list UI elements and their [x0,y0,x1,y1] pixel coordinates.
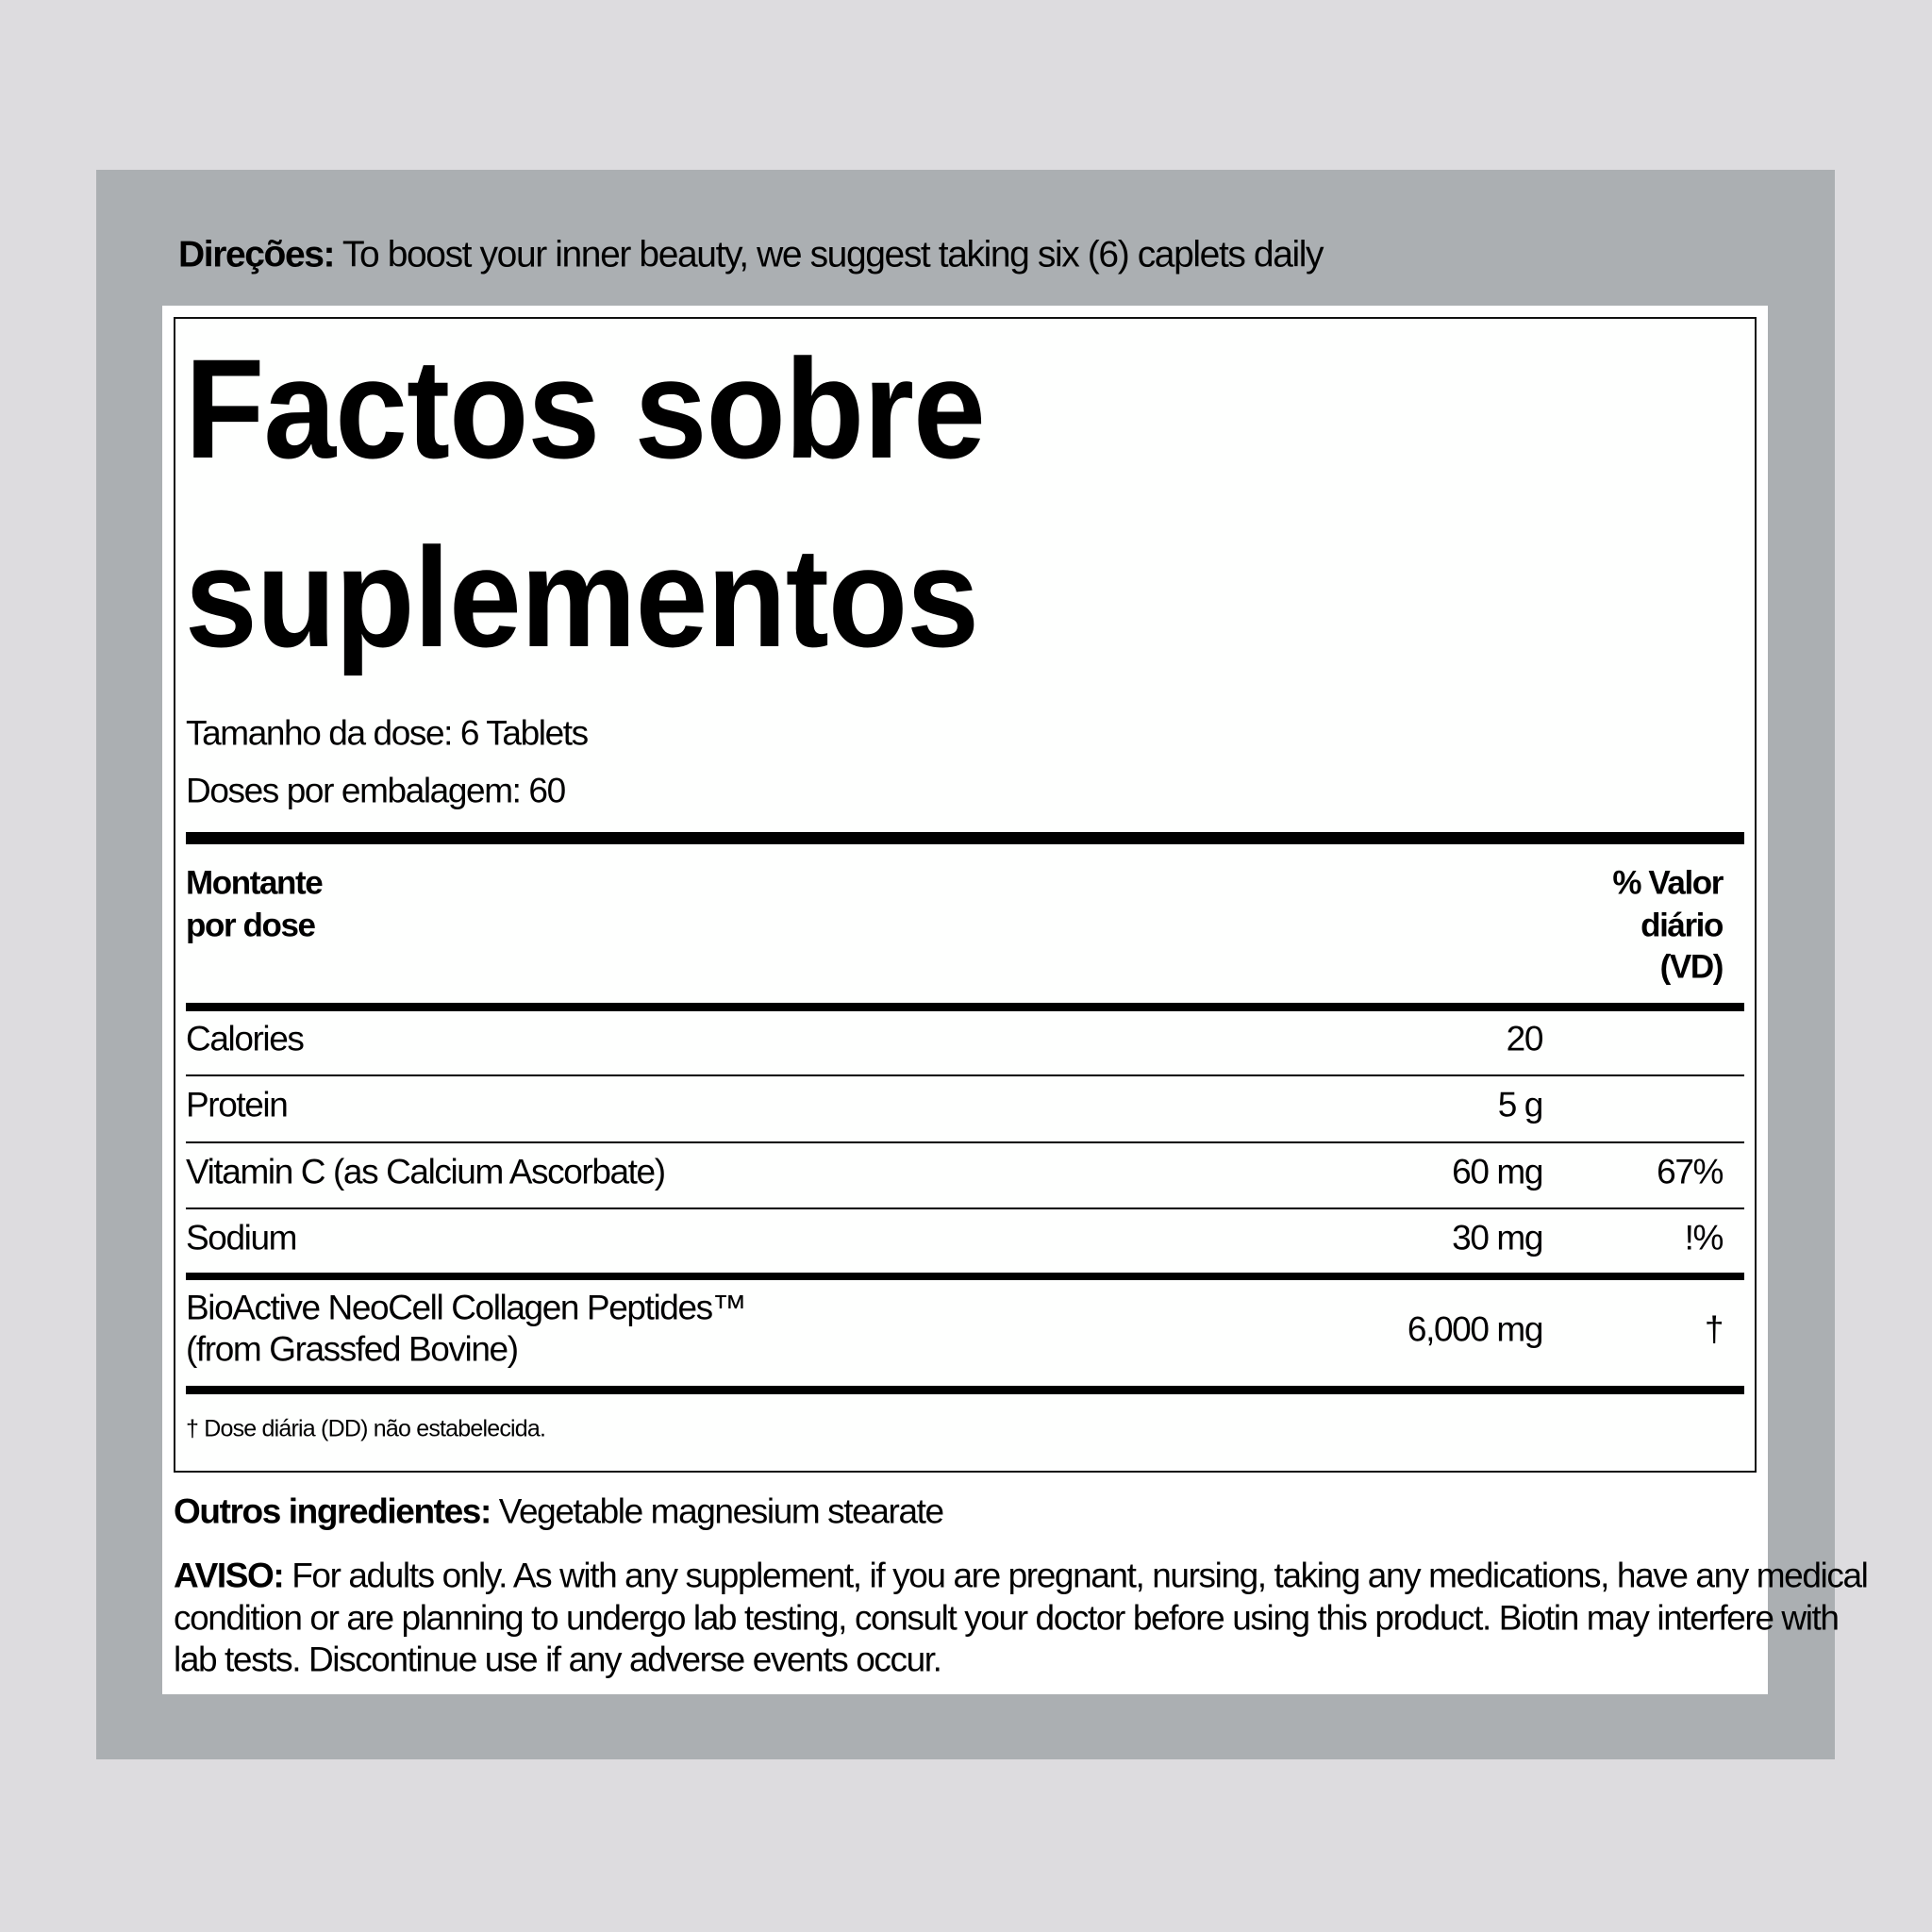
section-divider [186,1273,1744,1280]
warning-line3: lab tests. Discontinue use if any advers… [174,1640,942,1679]
directions-label: Direções: [178,234,336,275]
row-collagen-name-line2: (from Grassfed Bovine) [186,1329,519,1369]
serving-size: Tamanho da dose: 6 Tablets [186,713,589,753]
servings-per-container: Doses por embalagem: 60 [186,771,566,810]
other-ingredients-text: Vegetable magnesium stearate [490,1491,944,1531]
facts-title-line2: suplementos [185,518,979,676]
other-ingredients: Outros ingredientes: Vegetable magnesium… [174,1491,944,1531]
row-calories-amount: 20 [1506,1019,1544,1058]
row-sodium-amount: 30 mg [1452,1218,1543,1257]
row-divider [186,1074,1744,1076]
row-divider [186,1141,1744,1143]
warning-line2: condition or are planning to undergo lab… [174,1598,1840,1638]
row-vitamin-c-name: Vitamin C (as Calcium Ascorbate) [186,1152,666,1191]
header-amount-line2: por dose [186,907,316,944]
row-calories-name: Calories [186,1019,305,1058]
thick-divider [186,1386,1744,1394]
header-dv-line1: % Valor [1612,864,1724,902]
directions: Direções: To boost your inner beauty, we… [178,234,1324,275]
thick-divider [186,832,1744,844]
warning-text: For adults only. As with any supplement,… [283,1556,1869,1595]
other-ingredients-label: Outros ingredientes: [174,1491,491,1531]
row-collagen-name-line1: BioActive NeoCell Collagen Peptides™ [186,1288,747,1327]
row-collagen-dv: † [1704,1309,1724,1349]
facts-title-line1: Factos sobre [185,329,986,488]
row-sodium-dv: !% [1684,1218,1724,1257]
row-vitamin-c-dv: 67% [1657,1152,1724,1191]
header-dv-line3: (VD) [1659,948,1724,986]
header-divider [186,1003,1744,1011]
row-collagen-amount: 6,000 mg [1407,1309,1543,1349]
directions-text: To boost your inner beauty, we suggest t… [334,234,1324,275]
row-divider [186,1208,1744,1209]
footnote: † Dose diária (DD) não estabelecida. [186,1415,546,1442]
header-dv-line2: diário [1641,907,1724,944]
warning-label: AVISO: [174,1556,285,1595]
header-amount-line1: Montante [186,864,324,902]
row-sodium-name: Sodium [186,1218,297,1257]
row-protein-name: Protein [186,1085,289,1124]
row-protein-amount: 5 g [1497,1085,1544,1124]
row-vitamin-c-amount: 60 mg [1452,1152,1543,1191]
warning-line1: AVISO: For adults only. As with any supp… [174,1556,1869,1595]
